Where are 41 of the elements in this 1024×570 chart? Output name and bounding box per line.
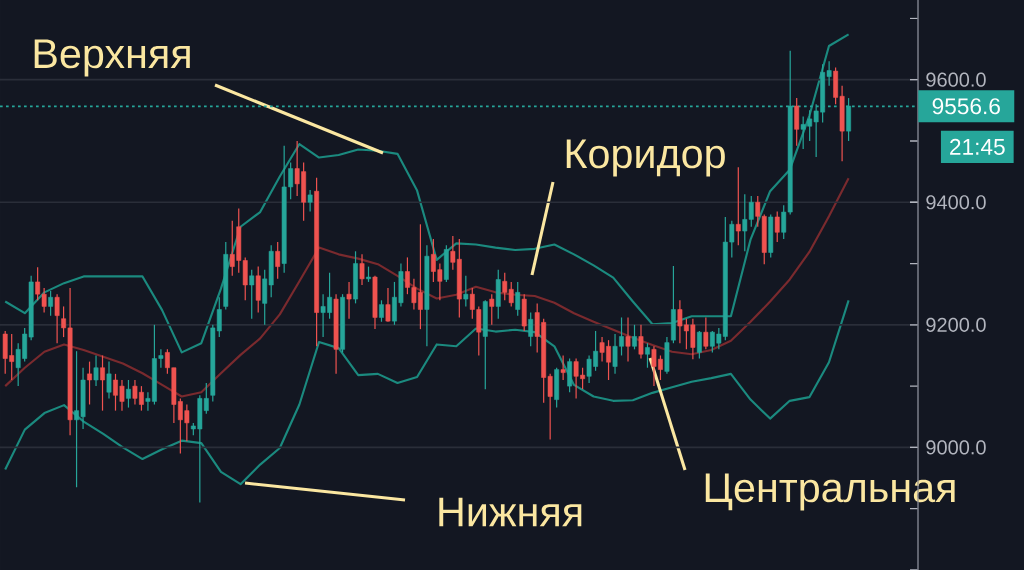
candlestick xyxy=(794,97,800,147)
candlestick xyxy=(645,342,650,369)
candlestick xyxy=(696,330,702,360)
candlestick xyxy=(275,241,281,280)
y-tick-label: 9200.0 xyxy=(926,317,986,332)
candlestick xyxy=(625,316,631,363)
candlestick xyxy=(87,361,92,406)
annotation: Коридор xyxy=(566,139,725,177)
candlestick xyxy=(93,354,99,387)
candlestick xyxy=(164,348,170,375)
candlestick xyxy=(106,361,112,399)
candlestick xyxy=(469,287,475,320)
candlestick xyxy=(385,287,391,323)
candlestick xyxy=(528,311,534,347)
annotation: Нижняя xyxy=(439,497,582,527)
candlestick xyxy=(100,354,105,412)
candlestick xyxy=(638,324,644,360)
candlestick xyxy=(632,324,637,350)
candlestick xyxy=(54,293,60,344)
y-tick-label: 9600.0 xyxy=(926,72,986,87)
candlestick xyxy=(126,379,131,409)
candlestick xyxy=(774,210,780,243)
annotation: Верхняя xyxy=(34,39,190,77)
candlestick xyxy=(560,354,566,381)
y-tick-label: 9400.0 xyxy=(926,195,986,210)
candlestick xyxy=(489,293,495,326)
y-tick-label: 9000.0 xyxy=(926,440,986,455)
candlestick xyxy=(249,269,255,320)
candlestick xyxy=(359,253,365,286)
text: 21:45 xyxy=(950,138,1005,155)
candlestick xyxy=(515,281,521,317)
candlestick xyxy=(735,166,741,246)
candlestick xyxy=(346,281,352,320)
candlestick xyxy=(476,305,482,357)
candlestick xyxy=(463,275,469,308)
candlestick xyxy=(703,316,709,350)
ref-line-label: 9556.6 xyxy=(932,98,1000,115)
candlestick xyxy=(48,290,54,317)
annotation: Центральная xyxy=(705,473,955,511)
candlestick xyxy=(307,189,313,213)
candlestick xyxy=(379,299,384,323)
